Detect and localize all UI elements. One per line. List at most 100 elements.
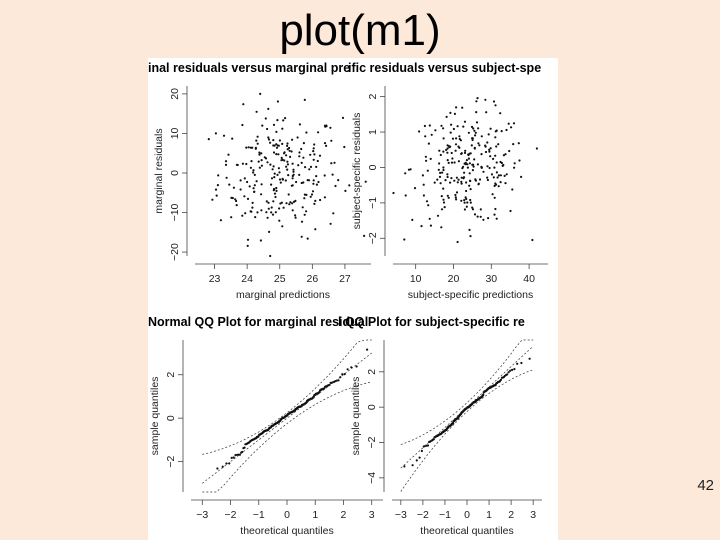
data-point	[450, 161, 454, 164]
data-point	[426, 444, 430, 447]
data-point	[491, 193, 494, 196]
data-point	[422, 183, 425, 186]
data-point	[289, 155, 292, 158]
data-point	[486, 141, 489, 144]
data-point	[280, 156, 283, 159]
data-point	[503, 174, 506, 177]
data-point	[463, 151, 467, 154]
x-tick-label: 0	[284, 509, 290, 521]
data-point	[297, 164, 300, 167]
data-point	[482, 393, 485, 396]
data-point	[260, 164, 263, 167]
data-point	[267, 207, 270, 210]
data-point	[484, 98, 487, 101]
data-point	[499, 174, 502, 177]
x-tick-label: −2	[225, 509, 237, 521]
data-point	[257, 160, 260, 163]
x-tick-label: −3	[196, 509, 208, 521]
data-point	[487, 133, 490, 136]
y-tick-label: −10	[169, 203, 181, 221]
x-tick-label: 24	[241, 273, 253, 285]
data-point	[222, 134, 226, 137]
data-point	[462, 125, 465, 128]
data-point	[266, 216, 269, 219]
data-point	[442, 168, 445, 172]
data-point	[312, 147, 315, 150]
data-point	[411, 464, 414, 467]
data-point	[363, 234, 366, 237]
data-point	[246, 244, 249, 247]
data-point	[442, 198, 445, 201]
data-point	[300, 235, 303, 238]
data-point	[346, 368, 349, 371]
data-point	[258, 153, 261, 156]
data-point	[504, 182, 507, 185]
data-point	[317, 180, 320, 184]
qq-reference-line	[202, 352, 372, 484]
data-point	[427, 204, 430, 207]
y-tick-label: 0	[165, 415, 177, 421]
data-point	[495, 217, 498, 220]
data-point	[486, 165, 489, 168]
x-tick-label: 30	[485, 273, 497, 285]
data-point	[243, 177, 246, 180]
data-point	[494, 154, 497, 157]
data-point	[278, 207, 281, 210]
data-point	[460, 176, 463, 179]
data-point	[506, 373, 509, 376]
data-point	[325, 144, 328, 147]
data-point	[485, 111, 488, 114]
data-point	[273, 176, 276, 179]
data-point	[511, 188, 514, 191]
x-tick-label: 25	[274, 273, 286, 285]
data-point	[476, 215, 479, 218]
data-point	[494, 183, 498, 186]
data-point	[446, 151, 449, 154]
x-tick-label: 1	[486, 509, 492, 521]
data-point	[281, 127, 284, 130]
data-point	[451, 157, 454, 160]
data-point	[478, 144, 481, 147]
data-point	[214, 132, 217, 135]
data-point	[277, 153, 280, 156]
qq-envelope	[202, 339, 372, 455]
data-point	[278, 171, 281, 174]
data-point	[471, 138, 474, 142]
data-point	[454, 193, 457, 197]
data-point	[254, 147, 257, 150]
data-point	[241, 214, 244, 217]
data-point	[446, 173, 449, 176]
data-point	[273, 192, 277, 195]
data-point	[259, 92, 262, 95]
data-point	[436, 178, 439, 181]
data-point	[343, 145, 346, 149]
slide-title: plot(m1)	[279, 6, 441, 55]
data-point	[497, 143, 500, 146]
data-point	[461, 106, 464, 109]
data-point	[266, 127, 269, 131]
data-point	[475, 111, 478, 114]
data-point	[455, 198, 458, 201]
data-point	[471, 208, 475, 211]
data-point	[246, 180, 249, 184]
data-point	[403, 465, 406, 468]
y-tick-label: 2	[165, 372, 177, 378]
data-point	[231, 196, 234, 200]
data-point	[216, 467, 219, 470]
x-axis-label: marginal predictions	[236, 289, 330, 301]
data-point	[457, 160, 460, 163]
data-point	[458, 137, 461, 141]
data-point	[298, 173, 301, 176]
data-point	[281, 177, 284, 180]
data-point	[424, 135, 427, 138]
data-point	[457, 178, 460, 181]
data-point	[462, 176, 466, 179]
y-tick-label: −4	[366, 472, 378, 484]
data-point	[466, 163, 469, 166]
data-point	[323, 142, 327, 145]
data-point	[520, 361, 523, 365]
data-point	[469, 188, 472, 191]
data-point	[312, 158, 315, 161]
data-point	[464, 149, 467, 152]
